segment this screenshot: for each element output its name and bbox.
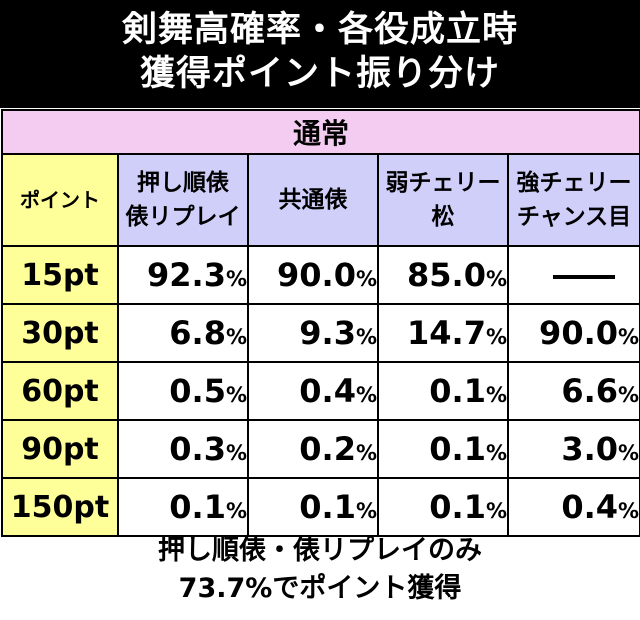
value-cell: 9.3% [247,303,379,363]
section-row: 通常 [0,109,640,155]
value-number: 90.0 [539,314,618,352]
value-number: 0.1 [429,372,486,410]
header-jaku-cherry: 弱チェリー 松 [377,153,509,247]
table-row: 90pt 0.3% 0.2% 0.1% 3.0% [1,419,640,479]
header-kyotsu-tawara: 共通俵 [247,153,379,247]
table-row: 150pt 0.1% 0.1% 0.1% 0.4% [1,477,640,537]
section-label: 通常 [0,109,640,155]
point-cell: 60pt [1,361,119,421]
header-col3-line1: 弱チェリー [385,170,501,196]
footer-line-2: 73.7%でポイント獲得 [178,573,462,604]
title-line-1: 剣舞高確率・各役成立時 [121,10,518,50]
value-cell: 0.1% [377,477,509,537]
no-value-dash [553,275,616,279]
value-cell [506,245,640,305]
percent-sign: % [485,325,507,349]
value-number: 0.4 [299,372,356,410]
value-cell: 6.8% [117,303,249,363]
point-distribution-table: 通常 ポイント 押し順俵 俵リプレイ 共通俵 弱チェリー 松 強チェリー チャン… [0,109,640,537]
percent-sign: % [355,441,377,465]
value-number: 9.3 [299,314,356,352]
header-col4-line2: チャンス目 [516,204,632,230]
value-number: 90.0 [277,256,356,294]
percent-sign: % [485,499,507,523]
percent-sign: % [225,441,247,465]
value-cell: 3.0% [506,419,640,479]
value-number: 92.3 [147,256,226,294]
percent-sign: % [485,383,507,407]
point-cell: 15pt [1,245,119,305]
percent-sign: % [618,383,640,407]
value-number: 6.6 [561,372,618,410]
value-number: 0.3 [169,430,226,468]
table-row: 15pt 92.3% 90.0% 85.0% [1,245,640,305]
header-col4-line1: 強チェリー [516,170,632,196]
title-line-2: 獲得ポイント振り分け [139,54,500,94]
value-cell: 85.0% [377,245,509,305]
value-cell: 92.3% [117,245,249,305]
point-cell: 90pt [1,419,119,479]
header-col1-line1: 押し順俵 [137,170,229,196]
value-cell: 90.0% [247,245,379,305]
percent-sign: % [618,325,640,349]
header-col1-line2: 俵リプレイ [125,204,241,230]
percent-sign: % [355,499,377,523]
value-number: 0.1 [299,488,356,526]
value-number: 0.2 [299,430,356,468]
percent-sign: % [618,441,640,465]
percent-sign: % [355,325,377,349]
value-cell: 0.1% [377,361,509,421]
value-number: 85.0 [407,256,486,294]
value-number: 0.1 [429,488,486,526]
table-row: 30pt 6.8% 9.3% 14.7% 90.0% [1,303,640,363]
value-cell: 6.6% [506,361,640,421]
value-cell: 0.3% [117,419,249,479]
percent-sign: % [225,499,247,523]
footer-line-1: 押し順俵・俵リプレイのみ [158,535,482,566]
value-number: 0.1 [429,430,486,468]
value-cell: 90.0% [506,303,640,363]
value-number: 14.7 [407,314,486,352]
percent-sign: % [225,383,247,407]
value-cell: 0.1% [247,477,379,537]
value-number: 0.5 [169,372,226,410]
value-cell: 0.4% [506,477,640,537]
percent-sign: % [618,499,640,523]
header-row: ポイント 押し順俵 俵リプレイ 共通俵 弱チェリー 松 強チェリー チャンス目 [1,153,640,247]
value-cell: 0.1% [377,419,509,479]
title-banner: 剣舞高確率・各役成立時 獲得ポイント振り分け [0,0,640,108]
value-cell: 0.2% [247,419,379,479]
value-cell: 0.4% [247,361,379,421]
header-col3-line2: 松 [431,204,455,230]
percent-sign: % [225,267,247,291]
value-number: 6.8 [169,314,226,352]
header-kyo-cherry: 強チェリー チャンス目 [506,153,640,247]
percent-sign: % [485,441,507,465]
value-cell: 14.7% [377,303,509,363]
value-cell: 0.5% [117,361,249,421]
header-oshijun-tawara: 押し順俵 俵リプレイ [117,153,249,247]
percent-sign: % [225,325,247,349]
point-cell: 30pt [1,303,119,363]
table-row: 60pt 0.5% 0.4% 0.1% 6.6% [1,361,640,421]
value-number: 0.4 [561,488,618,526]
percent-sign: % [485,267,507,291]
header-point: ポイント [1,153,119,247]
footer-note: 押し順俵・俵リプレイのみ 73.7%でポイント獲得 [0,532,640,608]
point-cell: 150pt [1,477,119,537]
value-number: 3.0 [561,430,618,468]
percent-sign: % [355,383,377,407]
value-number: 0.1 [169,488,226,526]
percent-sign: % [355,267,377,291]
value-cell: 0.1% [117,477,249,537]
